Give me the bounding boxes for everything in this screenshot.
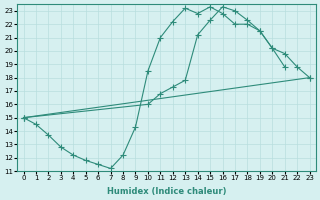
X-axis label: Humidex (Indice chaleur): Humidex (Indice chaleur): [107, 187, 226, 196]
